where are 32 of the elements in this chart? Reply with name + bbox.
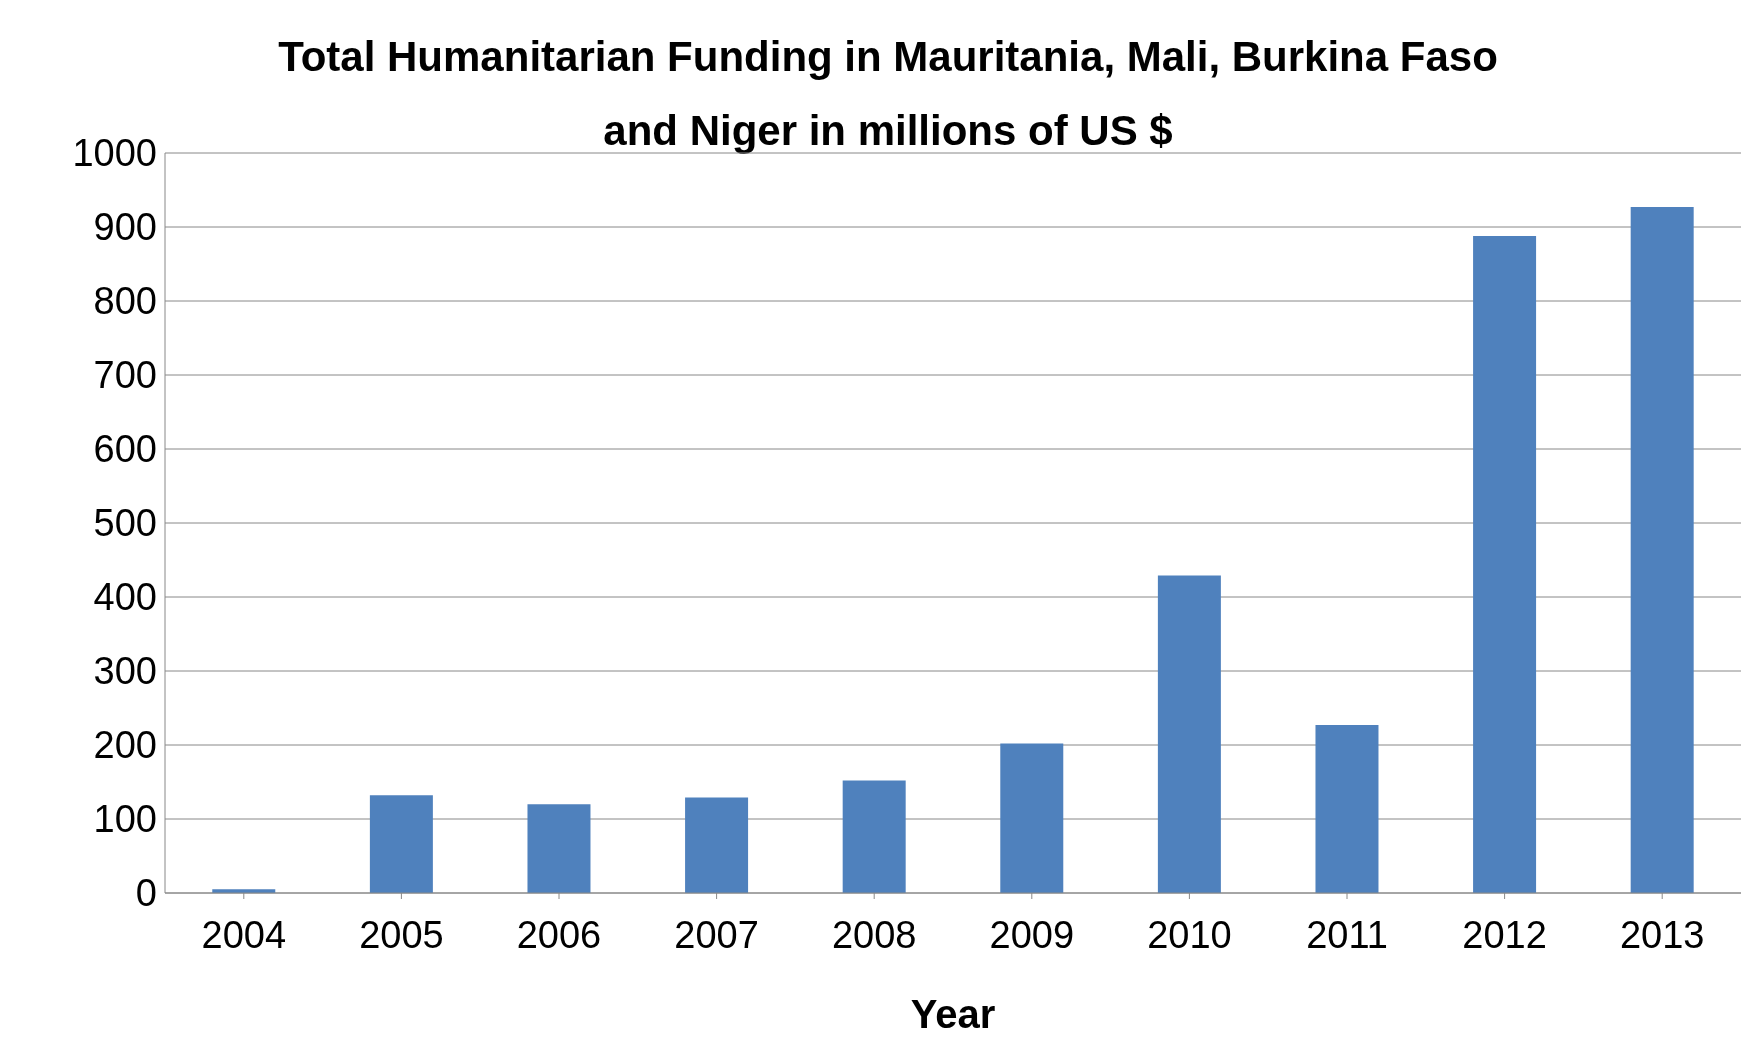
x-tick-label: 2007 bbox=[674, 913, 759, 956]
y-tick-label: 300 bbox=[93, 650, 157, 693]
y-tick-label: 0 bbox=[135, 872, 157, 915]
x-tick-label: 2006 bbox=[516, 913, 602, 956]
bar bbox=[842, 780, 906, 893]
y-tick-label: 400 bbox=[93, 576, 157, 619]
bar bbox=[1000, 743, 1064, 893]
x-tick-label: 2011 bbox=[1306, 913, 1388, 956]
chart-title: Total Humanitarian Funding in Mauritania, Mali, Burkina Faso and Niger in millions of US $ bbox=[277, 32, 1499, 156]
x-tick-label: 2012 bbox=[1462, 913, 1547, 956]
bar bbox=[369, 795, 433, 893]
y-tick-label: 500 bbox=[93, 502, 157, 545]
x-tick-label: 2004 bbox=[201, 913, 287, 956]
y-tick-label: 800 bbox=[93, 280, 157, 323]
y-tick-label: 600 bbox=[93, 428, 157, 471]
x-tick-label: 2010 bbox=[1147, 913, 1232, 956]
y-tick-label: 900 bbox=[93, 206, 157, 249]
y-tick-label: 200 bbox=[93, 724, 157, 767]
bar bbox=[1473, 235, 1537, 893]
x-tick-label: 2013 bbox=[1619, 913, 1705, 956]
y-tick-label: 100 bbox=[93, 798, 157, 841]
y-tick-label: 700 bbox=[93, 354, 157, 397]
bar bbox=[527, 804, 591, 893]
y-tick-label: 1000 bbox=[72, 132, 157, 175]
bar bbox=[1157, 575, 1221, 893]
bar bbox=[1630, 207, 1694, 893]
x-tick-label: 2005 bbox=[359, 913, 444, 956]
x-tick-label: 2008 bbox=[831, 913, 917, 956]
bar bbox=[1315, 725, 1379, 893]
bar bbox=[685, 797, 749, 893]
x-tick-label: 2009 bbox=[989, 913, 1075, 956]
x-axis-title: Year bbox=[910, 992, 996, 1036]
